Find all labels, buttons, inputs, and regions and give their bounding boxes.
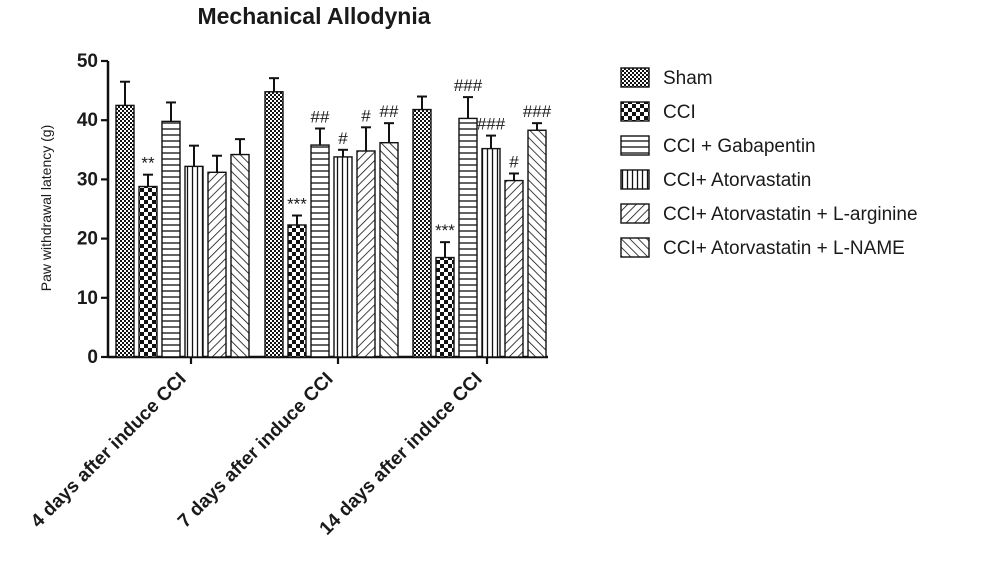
legend-label: CCI+ Atorvastatin + L-arginine xyxy=(663,204,918,225)
y-tick-label: 30 xyxy=(77,169,98,190)
y-tick-label: 10 xyxy=(77,288,98,309)
bars: ********############# ### xyxy=(115,76,552,358)
bar xyxy=(458,117,478,358)
legend-label: Sham xyxy=(663,68,713,89)
bar xyxy=(207,171,227,358)
x-tick-label: 4 days after induce CCI xyxy=(27,369,190,532)
significance-label: ### xyxy=(477,115,506,134)
bar xyxy=(287,224,307,358)
significance-label: # xyxy=(509,152,519,171)
significance-label: ### xyxy=(523,102,552,121)
significance-label: ## xyxy=(311,107,330,126)
bar xyxy=(230,153,250,358)
bar xyxy=(481,147,501,358)
bar xyxy=(333,156,353,358)
y-tick-label: 20 xyxy=(77,229,98,250)
bar xyxy=(435,256,455,358)
y-tick-label: 50 xyxy=(77,51,98,72)
bar xyxy=(356,150,376,358)
bar xyxy=(412,108,432,358)
significance-label: ** xyxy=(141,154,155,173)
legend-label: CCI + Gabapentin xyxy=(663,136,816,157)
legend-swatch xyxy=(620,101,650,122)
axes: 0 10 20 30 40 50 xyxy=(77,51,548,368)
bar xyxy=(504,179,524,358)
significance-label: ### xyxy=(454,76,483,95)
significance-label: *** xyxy=(435,221,455,240)
bar xyxy=(161,120,181,358)
significance-label: *** xyxy=(287,195,307,214)
significance-label: # xyxy=(361,106,371,125)
significance-label: # xyxy=(338,129,348,148)
bar xyxy=(138,185,158,358)
y-tick-label: 40 xyxy=(77,110,98,131)
legend-swatch xyxy=(620,135,650,156)
x-tick-label: 7 days after induce CCI xyxy=(174,369,337,532)
legend-swatch xyxy=(620,169,650,190)
bar xyxy=(184,165,204,358)
chart-title: Mechanical Allodynia xyxy=(197,3,430,29)
legend-label: CCI+ Atorvastatin xyxy=(663,170,811,191)
legend-label: CCI+ Atorvastatin + L-NAME xyxy=(663,238,905,259)
legend-swatch xyxy=(620,67,650,88)
legend-swatch xyxy=(620,237,650,258)
y-axis-label: Paw withdrawal latency (g) xyxy=(38,125,54,292)
bar xyxy=(264,91,284,358)
bar xyxy=(310,144,330,358)
bar xyxy=(527,129,547,358)
legend-swatch xyxy=(620,203,650,224)
bar xyxy=(115,104,135,358)
significance-label: ## xyxy=(380,102,399,121)
x-tick-label: 14 days after induce CCI xyxy=(316,369,487,540)
legend: Sham CCI CCI + Gabapentin CCI+ Atorvastatin… xyxy=(620,67,918,259)
y-tick-label: 0 xyxy=(87,347,98,368)
bar xyxy=(379,141,399,358)
legend-label: CCI xyxy=(663,102,696,123)
